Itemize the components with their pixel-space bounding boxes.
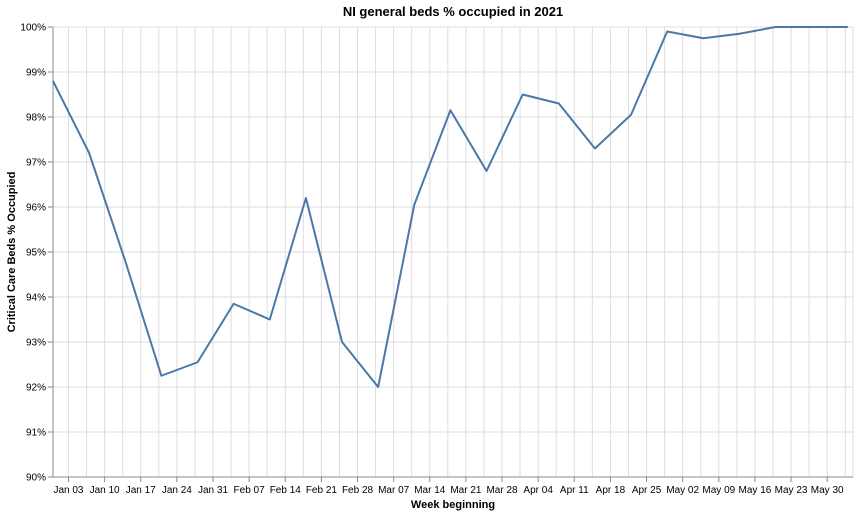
y-tick-label: 92% <box>26 383 46 394</box>
y-tick-label: 99% <box>26 68 46 79</box>
y-tick-label: 90% <box>26 473 46 484</box>
x-tick-label: Feb 14 <box>270 485 302 496</box>
y-tick-label: 98% <box>26 113 46 124</box>
series-line-0 <box>52 26 848 388</box>
y-tick-label: 93% <box>26 338 46 349</box>
y-tick-label: 96% <box>26 203 46 214</box>
x-axis: Jan 03 Jan 10 Jan 17 Jan 24 Jan 31 Feb 07 Feb … <box>53 477 844 496</box>
grid <box>53 26 854 478</box>
y-tick-label: 91% <box>26 428 46 439</box>
series-layer <box>52 26 848 388</box>
x-tick-label: Jan 31 <box>198 485 228 496</box>
x-tick-label: Apr 18 <box>596 485 626 496</box>
x-tick-label: Jan 03 <box>53 485 83 496</box>
y-tick-label: 97% <box>26 158 46 169</box>
y-tick-label: 100% <box>20 23 46 34</box>
x-tick-label: Feb 07 <box>234 485 266 496</box>
x-tick-label: Mar 21 <box>450 485 482 496</box>
y-axis-title: Critical Care Beds % Occupied <box>6 172 18 333</box>
x-tick-label: May 23 <box>775 485 808 496</box>
x-tick-label: Mar 07 <box>378 485 410 496</box>
x-tick-label: Apr 25 <box>632 485 662 496</box>
x-tick-label: May 09 <box>702 485 735 496</box>
x-tick-label: Apr 04 <box>523 485 553 496</box>
y-tick-label: 94% <box>26 293 46 304</box>
y-tick-label: 95% <box>26 248 46 259</box>
x-tick-label: Jan 10 <box>90 485 120 496</box>
chart-title: NI general beds % occupied in 2021 <box>343 4 563 19</box>
x-tick-label: May 16 <box>739 485 772 496</box>
x-tick-label: Apr 11 <box>560 485 589 496</box>
x-tick-label: Jan 17 <box>126 485 156 496</box>
x-tick-label: May 02 <box>666 485 699 496</box>
x-tick-label: Feb 21 <box>306 485 338 496</box>
x-tick-label: Jan 24 <box>162 485 192 496</box>
y-axis: 90% 91% 92% 93% 94% 95% 96% 97% 98% 99% 100% <box>20 23 53 484</box>
x-tick-label: Feb 28 <box>342 485 374 496</box>
x-tick-label: Mar 14 <box>414 485 446 496</box>
x-tick-label: May 30 <box>811 485 844 496</box>
x-axis-title: Week beginning <box>411 499 495 511</box>
x-tick-label: Mar 28 <box>486 485 518 496</box>
